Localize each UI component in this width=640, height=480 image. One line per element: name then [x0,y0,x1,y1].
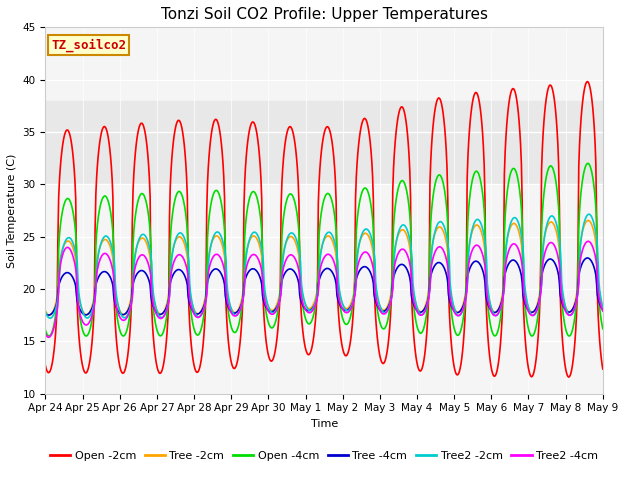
Open -2cm [166,214,173,219]
Tree -4cm [409,299,417,305]
Tree2 -4cm [166,278,174,284]
Tree -2cm [45,312,53,318]
Open -2cm [42,363,49,369]
Tree -4cm [584,255,591,261]
Tree -4cm [42,311,49,316]
Line: Tree2 -4cm: Tree2 -4cm [45,241,603,337]
X-axis label: Time: Time [310,419,338,429]
Line: Open -4cm: Open -4cm [45,163,603,336]
Tree -2cm [599,304,607,310]
Tree2 -4cm [45,335,52,340]
Tree2 -2cm [110,253,118,259]
Open -2cm [565,374,573,380]
Tree2 -4cm [584,239,592,244]
Tree2 -4cm [196,314,204,320]
Open -4cm [109,229,116,235]
Open -2cm [392,132,400,137]
Tree -2cm [166,266,174,272]
Y-axis label: Soil Temperature (C): Soil Temperature (C) [7,153,17,268]
Line: Open -2cm: Open -2cm [45,82,603,377]
Line: Tree2 -2cm: Tree2 -2cm [45,214,603,318]
Bar [45,100,603,184]
Open -4cm [408,284,416,290]
Title: Tonzi Soil CO2 Profile: Upper Temperatures: Tonzi Soil CO2 Profile: Upper Temperatur… [161,7,488,22]
Tree2 -2cm [599,304,607,310]
Tree -2cm [409,287,417,292]
Open -4cm [392,199,400,204]
Open -2cm [599,366,607,372]
Open -4cm [42,327,49,333]
Tree2 -2cm [409,279,417,285]
Tree2 -2cm [42,309,49,315]
Tree2 -2cm [196,313,204,319]
Open -4cm [166,279,173,285]
Tree -2cm [393,237,401,243]
Open -2cm [584,79,591,84]
Tree2 -2cm [166,286,174,291]
Tree2 -4cm [42,331,49,336]
Open -4cm [529,333,536,339]
Tree2 -2cm [585,211,593,217]
Tree -4cm [45,312,52,318]
Tree2 -4cm [409,294,417,300]
Text: TZ_soilco2: TZ_soilco2 [51,38,126,52]
Tree -2cm [42,308,49,314]
Tree -4cm [196,310,204,316]
Open -2cm [109,194,116,200]
Open -2cm [408,306,416,312]
Open -2cm [195,367,203,373]
Open -2cm [52,331,60,337]
Line: Tree -4cm: Tree -4cm [45,258,603,315]
Tree2 -4cm [52,313,60,319]
Tree -4cm [52,302,60,308]
Open -4cm [599,326,607,332]
Tree -2cm [196,310,204,316]
Open -4cm [195,331,203,337]
Tree -4cm [166,280,174,286]
Line: Tree -2cm: Tree -2cm [45,220,603,315]
Tree -4cm [393,266,401,272]
Tree -4cm [599,307,607,313]
Tree -2cm [584,217,592,223]
Tree2 -4cm [110,273,118,279]
Tree2 -2cm [393,237,401,243]
Tree2 -2cm [52,303,60,309]
Tree -2cm [52,298,60,304]
Tree -2cm [110,261,118,267]
Tree2 -4cm [393,254,401,260]
Open -4cm [52,312,60,318]
Tree -4cm [110,293,118,299]
Tree2 -2cm [46,315,54,321]
Tree2 -4cm [599,308,607,314]
Open -4cm [584,160,592,166]
Legend: Open -2cm, Tree -2cm, Open -4cm, Tree -4cm, Tree2 -2cm, Tree2 -4cm: Open -2cm, Tree -2cm, Open -4cm, Tree -4… [46,447,602,466]
